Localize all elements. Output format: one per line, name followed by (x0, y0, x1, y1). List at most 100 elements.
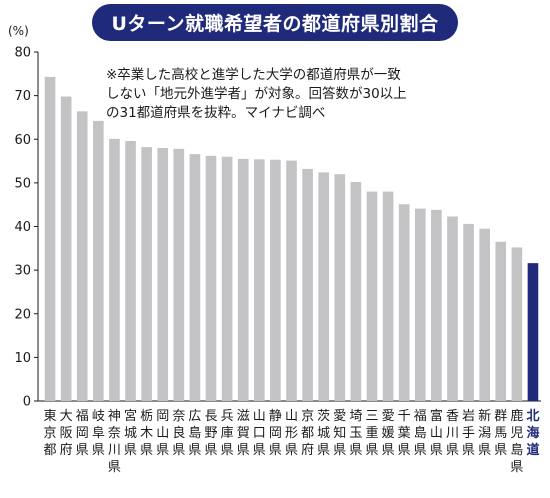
y-tick-label: 40 (14, 220, 31, 235)
bar (334, 174, 346, 401)
chart-title: Uターン就職希望者の都道府県別割合 (91, 3, 459, 41)
x-category-label: 県 (140, 443, 153, 458)
x-category-label: 県 (108, 460, 121, 475)
x-category-label: 阪 (60, 426, 73, 441)
y-tick-label: 60 (14, 133, 31, 148)
x-category-label: 宮 (124, 408, 137, 424)
bar (109, 138, 120, 401)
x-category-label: 山 (285, 409, 298, 424)
x-category-label: 静 (269, 409, 282, 424)
x-category-label: 大 (60, 409, 73, 424)
bar (350, 182, 362, 401)
x-category-label: 県 (76, 443, 89, 458)
x-category-label: 山 (430, 426, 443, 441)
x-category-label: 海 (526, 425, 539, 441)
x-category-label: 岡 (156, 409, 169, 424)
x-category-label: 県 (446, 443, 459, 458)
bar (463, 223, 474, 401)
x-category-label: 潟 (478, 426, 491, 441)
x-category-label: 賀 (237, 426, 250, 441)
x-category-label: 京 (301, 409, 314, 424)
bar (398, 204, 410, 401)
bar (511, 247, 523, 401)
bar (253, 159, 265, 401)
x-category-label: 京 (44, 426, 57, 441)
x-category-label: 県 (156, 443, 169, 458)
x-category-label: 島 (188, 426, 201, 441)
x-category-label: 県 (478, 443, 491, 458)
bar (93, 120, 104, 402)
bar (479, 228, 490, 401)
x-category-label: 川 (446, 426, 459, 441)
bar (302, 168, 313, 401)
x-category-label: 兵 (221, 409, 234, 424)
x-category-label: 県 (462, 443, 475, 458)
x-category-label: 埼 (349, 409, 362, 424)
x-category-label: 県 (253, 443, 266, 458)
x-category-label: 城 (317, 426, 330, 441)
y-tick-label: 30 (14, 264, 31, 279)
title-container: Uターン就職希望者の都道府県別割合 (0, 0, 550, 44)
bar (173, 148, 185, 401)
note-line: しない「地元外進学者」が対象。回答数が30以上 (106, 86, 407, 102)
x-category-label: 道 (526, 442, 539, 458)
x-category-label: 県 (188, 443, 201, 458)
x-category-label: 千 (398, 409, 411, 424)
x-category-label: 北 (526, 409, 539, 424)
x-category-label: 島 (510, 443, 523, 458)
x-category-label: 児 (510, 426, 523, 441)
y-tick-label: 50 (14, 176, 31, 191)
bar (431, 209, 442, 401)
x-category-label: 奈 (108, 426, 121, 441)
x-category-label: 奈 (172, 409, 185, 424)
x-category-label: 県 (172, 443, 185, 458)
x-category-label: 東 (44, 408, 57, 424)
x-category-label: 富 (430, 408, 443, 424)
bar (286, 160, 297, 401)
x-category-label: 県 (285, 443, 298, 458)
bar (366, 191, 378, 401)
x-category-label: 香 (446, 409, 459, 424)
x-category-label: 広 (188, 409, 201, 424)
x-category-label: 山 (156, 426, 169, 441)
x-category-label: 県 (92, 443, 105, 458)
x-category-label: 山 (253, 409, 266, 424)
x-category-label: 形 (285, 426, 298, 441)
x-category-label: 県 (510, 460, 523, 475)
x-category-label: 県 (398, 443, 411, 458)
bar (270, 159, 281, 401)
y-axis-unit: (%) (8, 24, 29, 38)
x-category-label: 県 (317, 443, 330, 458)
x-category-label: 県 (237, 443, 250, 458)
x-category-label: 愛 (333, 409, 346, 424)
x-category-label: 県 (124, 443, 137, 458)
x-category-label: 玉 (349, 426, 362, 441)
bar (527, 263, 539, 401)
x-category-label: 県 (205, 443, 218, 458)
x-category-label: 県 (494, 443, 507, 458)
x-category-label: 県 (349, 443, 362, 458)
x-category-label: 府 (60, 443, 73, 458)
x-category-label: 県 (221, 443, 234, 458)
x-category-label: 県 (333, 443, 346, 458)
bar (76, 111, 88, 401)
y-tick-label: 10 (14, 351, 31, 366)
bar (221, 156, 233, 401)
x-category-label: 木 (140, 426, 153, 441)
x-category-label: 岐 (92, 409, 105, 424)
y-tick-label: 0 (23, 395, 31, 410)
x-category-label: 県 (269, 443, 282, 458)
x-category-label: 県 (414, 443, 427, 458)
x-category-label: 岩 (462, 409, 475, 424)
x-category-label: 馬 (494, 426, 507, 441)
x-category-label: 長 (205, 409, 218, 424)
x-category-label: 群 (494, 409, 507, 424)
x-category-label: 媛 (382, 426, 395, 441)
bar (382, 191, 394, 401)
bar (205, 155, 217, 401)
x-category-label: 島 (414, 426, 427, 441)
x-category-label: 三 (365, 409, 378, 424)
bar (237, 158, 249, 401)
x-category-label: 福 (76, 409, 89, 424)
